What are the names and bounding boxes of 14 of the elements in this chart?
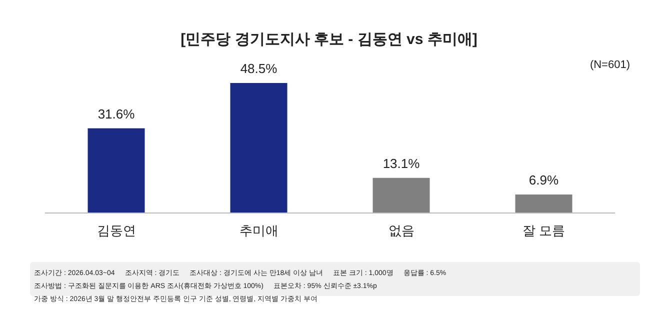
- bar: [88, 128, 145, 213]
- x-tick-label: 추미애: [239, 223, 278, 238]
- bar: [230, 83, 288, 213]
- x-tick-label: 없음: [388, 223, 414, 238]
- bar: [372, 178, 430, 213]
- data-label: 13.1%: [382, 156, 420, 171]
- chart-title: [민주당 경기도지사 후보 - 김동연 vs 추미애]: [180, 31, 478, 48]
- x-tick-label: 김동연: [96, 223, 136, 238]
- text: (N=601): [590, 59, 630, 71]
- data-label: 48.5%: [240, 61, 278, 76]
- bar: [515, 194, 572, 213]
- data-label: 6.9%: [528, 172, 559, 188]
- data-label: 31.6%: [98, 106, 136, 122]
- x-tick-label: 잘 모름: [522, 223, 566, 238]
